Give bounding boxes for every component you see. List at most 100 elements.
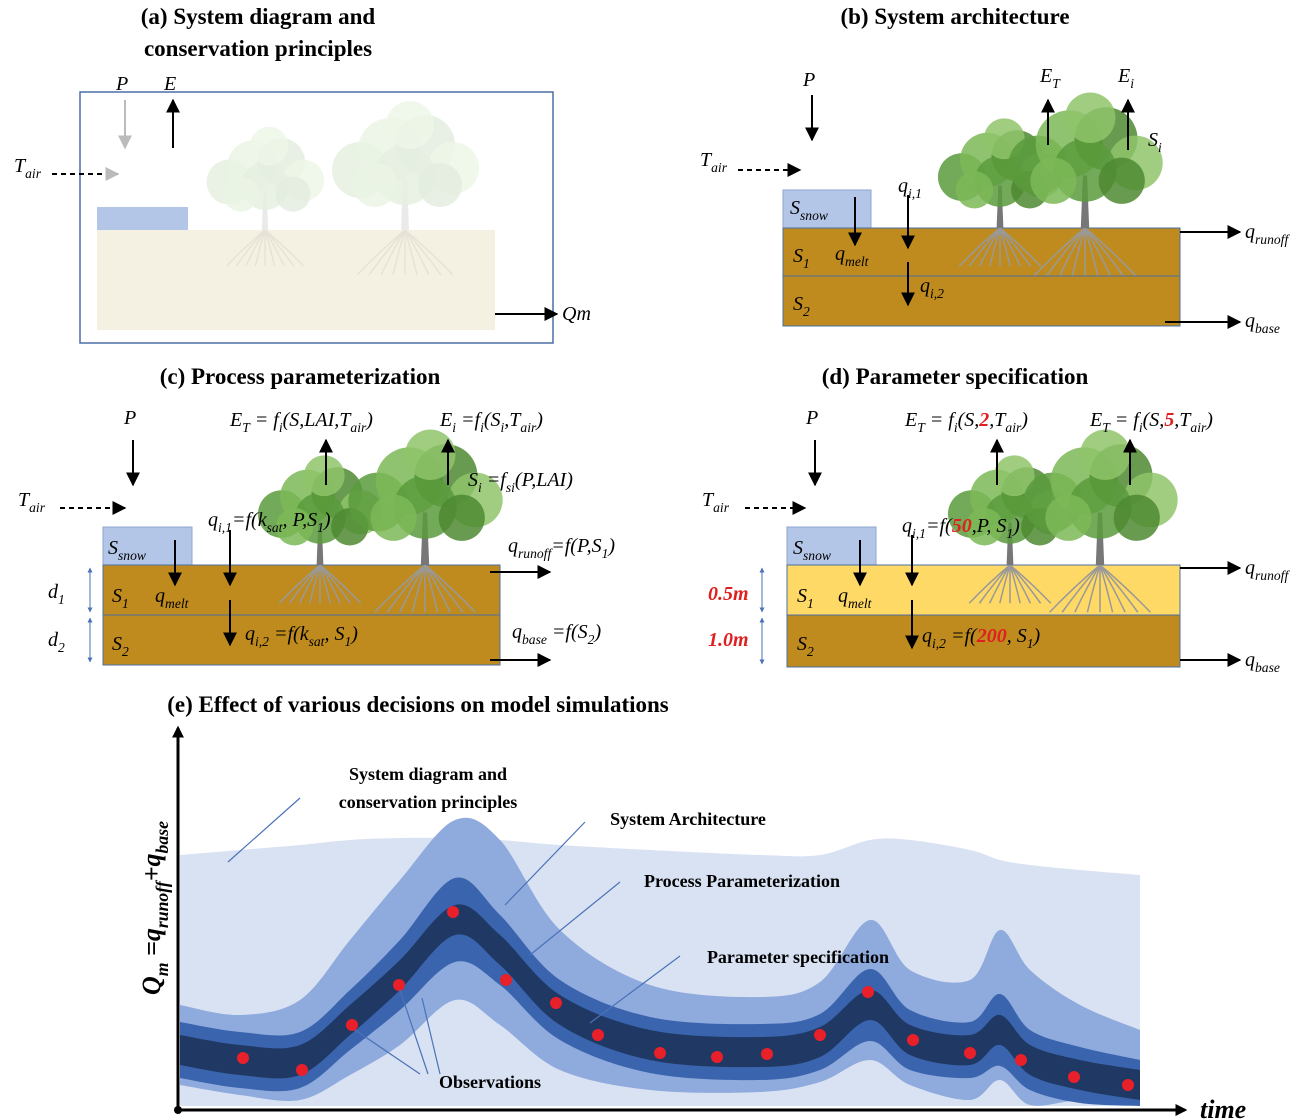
label-part: S: [108, 537, 118, 559]
label-part: 1.0m: [708, 629, 749, 651]
observation-point: [654, 1047, 666, 1059]
panel-title: (c) Process parameterization: [160, 364, 441, 389]
subscript: melt: [848, 596, 873, 611]
label-part: ): [535, 409, 543, 431]
panel-title: (e) Effect of various decisions on model…: [167, 692, 669, 717]
figure: (a) System diagram and conservation princ…: [0, 0, 1301, 1120]
subscript: i,2: [930, 286, 944, 301]
label-part: q: [1245, 557, 1255, 579]
observation-point: [814, 1029, 826, 1041]
label: qbase: [1245, 310, 1280, 336]
highlighted-value: 50: [952, 515, 972, 537]
subscript: T: [1052, 76, 1061, 91]
subscript: 1: [803, 256, 810, 271]
label: Ei: [1117, 65, 1134, 91]
panel-title: conservation principles: [144, 36, 372, 61]
label-part: ): [1012, 515, 1020, 537]
label: P: [123, 407, 136, 429]
panel-title: (b) System architecture: [840, 4, 1069, 29]
label-part: S: [112, 585, 122, 607]
subscript: 2: [807, 644, 814, 659]
label-part: E: [229, 409, 242, 431]
label-part: (S,: [1143, 409, 1165, 431]
label-part: +: [137, 866, 166, 881]
canopy: [223, 176, 258, 211]
label: Tair: [18, 489, 46, 515]
label-part: = f: [250, 409, 281, 431]
label: 0.5m: [708, 583, 749, 605]
subscript: 1: [1006, 526, 1013, 541]
subscript: air: [350, 420, 367, 435]
label-part: , S: [1007, 625, 1027, 647]
label-part: q: [137, 928, 166, 941]
subscript: i,1: [912, 526, 926, 541]
canopy: [386, 101, 434, 149]
subscript: runoff: [1255, 232, 1290, 247]
panel-title: (a) System diagram and: [141, 4, 376, 29]
subscript: runoff: [152, 879, 172, 928]
soil: [97, 230, 495, 330]
label-part: E: [1117, 65, 1130, 87]
label-part: q: [920, 275, 930, 297]
label-part: S: [797, 585, 807, 607]
subscript: 1: [1027, 636, 1034, 651]
subscript: i: [1130, 76, 1134, 91]
label: ET: [1039, 65, 1061, 91]
subscript: 1: [807, 596, 814, 611]
label: Tair: [14, 155, 42, 181]
canopy: [275, 176, 310, 211]
observation-point: [711, 1051, 723, 1063]
label-part: P: [123, 407, 136, 429]
label: Tair: [700, 149, 728, 175]
label: Qm: [562, 303, 591, 325]
label-part: q: [508, 535, 518, 557]
subscript: air: [1190, 420, 1207, 435]
label: Tair: [702, 489, 730, 515]
soil-layer-2: [783, 276, 1180, 326]
subscript: i: [1158, 140, 1162, 155]
label-part: =f: [456, 409, 482, 431]
label-part: (S,: [958, 409, 980, 431]
subscript: base: [1255, 321, 1280, 336]
label-part: S: [793, 293, 803, 315]
label-part: , P,S: [282, 509, 317, 531]
subscript: melt: [845, 254, 870, 269]
canopy: [304, 455, 345, 496]
observation-point: [907, 1034, 919, 1046]
subscript: runoff: [1255, 568, 1290, 583]
canopy: [1080, 430, 1130, 480]
label-part: ): [323, 509, 331, 531]
label-part: q: [137, 853, 166, 866]
subscript: base: [522, 632, 547, 647]
observation-point: [296, 1064, 308, 1076]
label-part: q: [838, 585, 848, 607]
label: P: [805, 407, 818, 429]
label: d1: [48, 581, 65, 607]
label-part: ): [365, 409, 373, 431]
label-part: E: [439, 409, 452, 431]
label-part: q: [1245, 310, 1255, 332]
highlighted-value: 2: [978, 409, 989, 431]
highlighted-value: 200: [976, 625, 1007, 647]
subscript: 1: [58, 592, 65, 607]
canopy: [956, 171, 993, 208]
label-part: q: [902, 515, 912, 537]
label-part: (P,LAI): [515, 469, 573, 491]
label-part: ): [593, 621, 601, 643]
label-part: S: [468, 469, 478, 491]
label-part: S: [793, 537, 803, 559]
canopy: [1030, 158, 1076, 204]
subscript: 2: [58, 640, 65, 655]
label-part: S: [112, 633, 122, 655]
snow: [97, 207, 188, 230]
canopy: [250, 127, 288, 165]
trees: [207, 93, 1178, 613]
observation-point: [862, 986, 874, 998]
subscript: air: [29, 500, 46, 515]
subscript: i,2: [932, 636, 946, 651]
label-part: E: [904, 409, 917, 431]
label-part: E: [1089, 409, 1102, 431]
label: ET = fi(S,2,Tair): [904, 409, 1028, 435]
label-part: 0.5m: [708, 583, 749, 605]
label: E: [163, 73, 176, 95]
